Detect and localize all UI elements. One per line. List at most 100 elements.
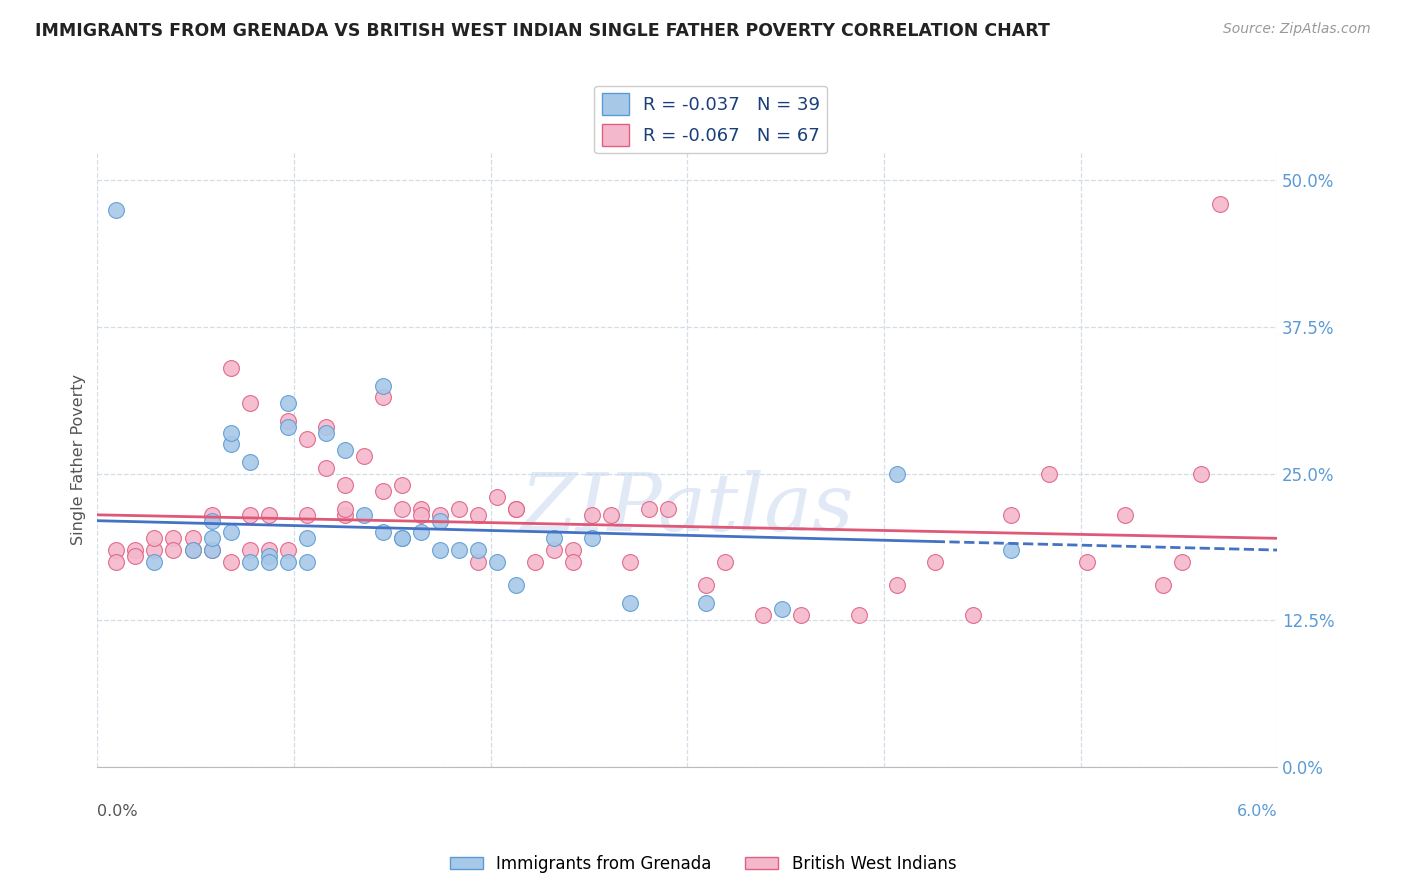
Point — [619, 596, 641, 610]
Point — [695, 578, 717, 592]
Text: 6.0%: 6.0% — [1237, 805, 1277, 819]
Point — [429, 543, 451, 558]
Point — [391, 531, 413, 545]
Point — [105, 202, 128, 217]
Point — [277, 419, 299, 434]
Point — [581, 508, 603, 522]
Point — [239, 543, 262, 558]
Point — [467, 508, 489, 522]
Point — [143, 555, 166, 569]
Point — [391, 531, 413, 545]
Point — [962, 607, 984, 622]
Legend: Immigrants from Grenada, British West Indians: Immigrants from Grenada, British West In… — [443, 848, 963, 880]
Point — [772, 601, 794, 615]
Point — [581, 531, 603, 545]
Point — [333, 478, 356, 492]
Point — [239, 508, 262, 522]
Point — [200, 543, 222, 558]
Point — [200, 508, 222, 522]
Point — [467, 555, 489, 569]
Point — [105, 543, 128, 558]
Point — [1152, 578, 1174, 592]
Point — [200, 543, 222, 558]
Point — [562, 543, 585, 558]
Point — [124, 549, 146, 563]
Point — [505, 578, 527, 592]
Point — [181, 543, 204, 558]
Point — [371, 484, 394, 499]
Point — [257, 508, 280, 522]
Point — [295, 531, 318, 545]
Point — [239, 455, 262, 469]
Point — [391, 478, 413, 492]
Point — [848, 607, 870, 622]
Point — [886, 467, 908, 481]
Point — [219, 525, 242, 540]
Point — [524, 555, 547, 569]
Point — [277, 555, 299, 569]
Point — [1076, 555, 1098, 569]
Point — [333, 443, 356, 458]
Point — [219, 425, 242, 440]
Point — [181, 543, 204, 558]
Point — [162, 543, 184, 558]
Point — [752, 607, 775, 622]
Point — [600, 508, 623, 522]
Point — [371, 378, 394, 392]
Text: ZIPatlas: ZIPatlas — [520, 469, 853, 547]
Point — [353, 449, 375, 463]
Point — [219, 437, 242, 451]
Point — [333, 502, 356, 516]
Point — [371, 525, 394, 540]
Point — [657, 502, 679, 516]
Point — [543, 531, 565, 545]
Point — [429, 508, 451, 522]
Point — [239, 555, 262, 569]
Point — [429, 514, 451, 528]
Point — [409, 502, 432, 516]
Point — [467, 543, 489, 558]
Point — [181, 531, 204, 545]
Point — [1114, 508, 1136, 522]
Point — [695, 596, 717, 610]
Point — [409, 508, 432, 522]
Point — [124, 543, 146, 558]
Point — [924, 555, 946, 569]
Point — [1209, 196, 1232, 211]
Point — [447, 543, 470, 558]
Point — [886, 578, 908, 592]
Text: 0.0%: 0.0% — [97, 805, 138, 819]
Point — [371, 391, 394, 405]
Point — [638, 502, 661, 516]
Point — [277, 414, 299, 428]
Point — [219, 361, 242, 376]
Point — [714, 555, 737, 569]
Point — [353, 508, 375, 522]
Point — [257, 555, 280, 569]
Text: IMMIGRANTS FROM GRENADA VS BRITISH WEST INDIAN SINGLE FATHER POVERTY CORRELATION: IMMIGRANTS FROM GRENADA VS BRITISH WEST … — [35, 22, 1050, 40]
Point — [409, 525, 432, 540]
Point — [295, 432, 318, 446]
Point — [200, 514, 222, 528]
Point — [1000, 508, 1022, 522]
Point — [315, 461, 337, 475]
Point — [257, 543, 280, 558]
Point — [505, 502, 527, 516]
Point — [315, 419, 337, 434]
Point — [1000, 543, 1022, 558]
Point — [277, 396, 299, 410]
Point — [485, 490, 508, 504]
Point — [257, 549, 280, 563]
Point — [143, 543, 166, 558]
Point — [1171, 555, 1194, 569]
Point — [790, 607, 813, 622]
Y-axis label: Single Father Poverty: Single Father Poverty — [72, 374, 86, 545]
Legend: R = -0.037   N = 39, R = -0.067   N = 67: R = -0.037 N = 39, R = -0.067 N = 67 — [595, 86, 827, 153]
Point — [562, 555, 585, 569]
Point — [315, 425, 337, 440]
Point — [505, 502, 527, 516]
Point — [543, 543, 565, 558]
Point — [333, 508, 356, 522]
Point — [219, 555, 242, 569]
Point — [619, 555, 641, 569]
